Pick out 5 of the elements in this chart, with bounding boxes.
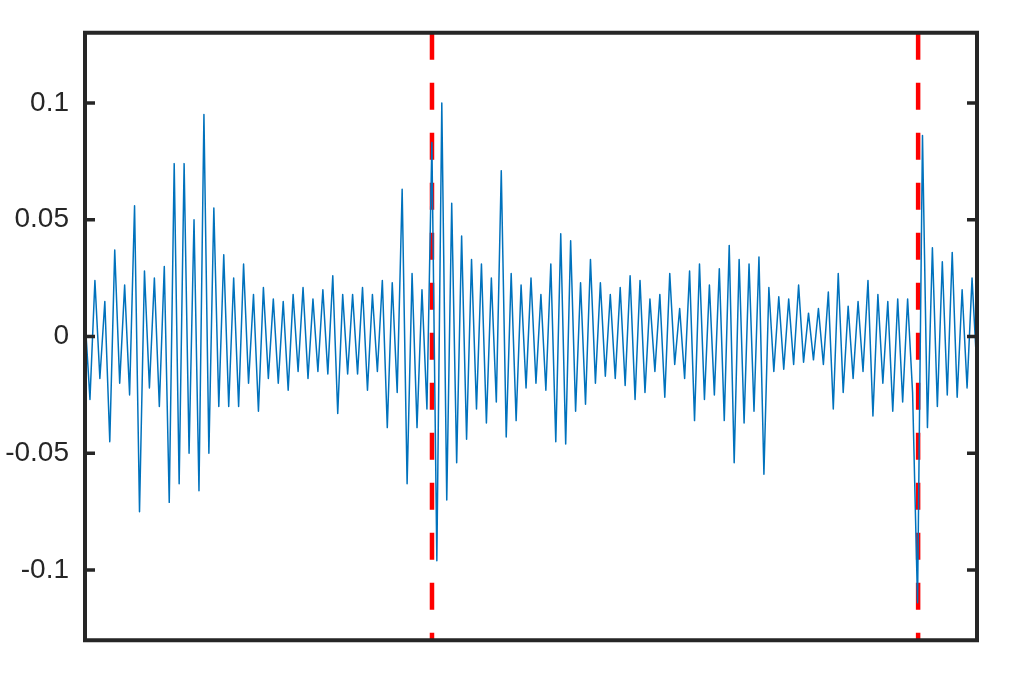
y-tick-label: 0.05 (14, 202, 69, 234)
y-tick-label: 0 (53, 319, 69, 351)
y-tick-label: 0.1 (30, 85, 69, 117)
y-tick-label: -0.1 (20, 552, 69, 584)
y-tick-label: -0.05 (5, 436, 69, 468)
